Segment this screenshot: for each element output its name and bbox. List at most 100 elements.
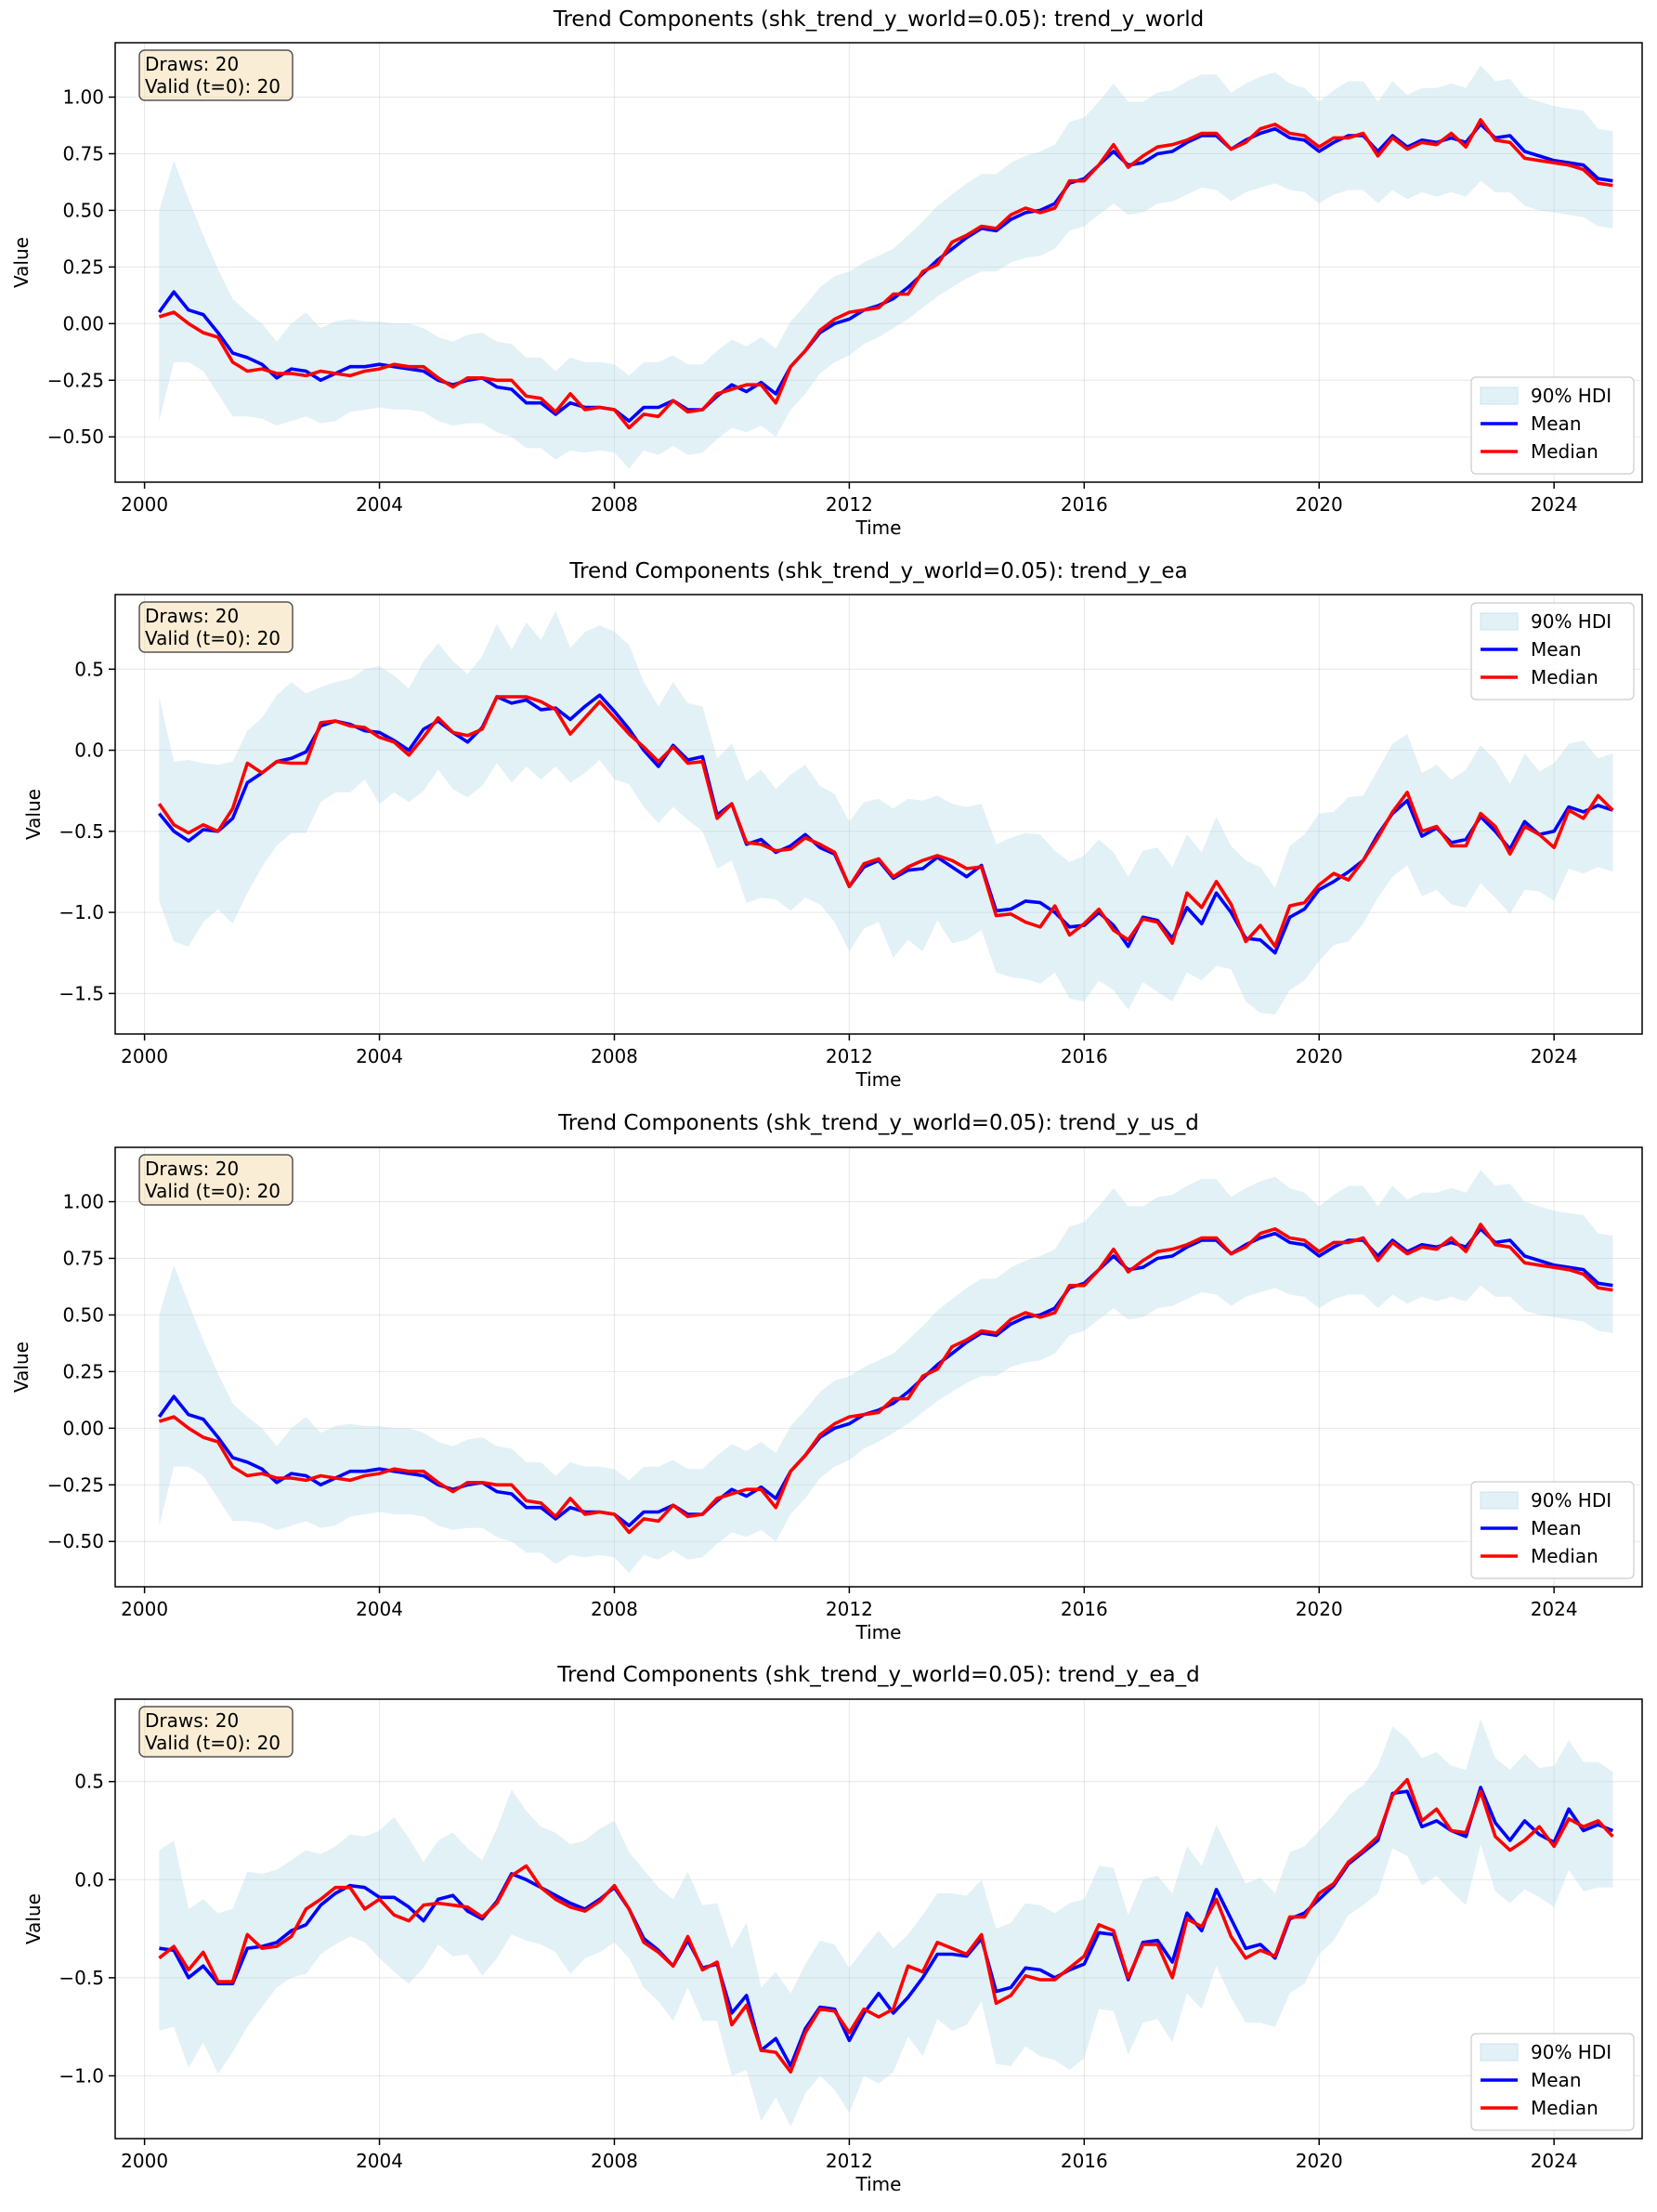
- y-tick-label: 1.00: [62, 86, 104, 109]
- info-box-line: Draws: 20: [145, 53, 239, 75]
- hdi-band: [159, 1719, 1613, 2127]
- series-line-median: [157, 695, 1614, 949]
- chart-panel-2: Trend Components (shk_trend_y_world=0.05…: [22, 559, 1643, 1091]
- x-tick-label: 2000: [121, 1598, 168, 1620]
- y-axis-label: Value: [22, 1893, 45, 1944]
- x-tick-label: 2016: [1061, 493, 1108, 516]
- legend-frame: [1470, 376, 1635, 475]
- series-line-median: [158, 118, 1613, 430]
- chart-panel-3: Trend Components (shk_trend_y_world=0.05…: [10, 1111, 1643, 1643]
- x-tick-label: 2008: [591, 1045, 638, 1067]
- legend-label: Median: [1531, 666, 1598, 688]
- x-axis-label: Time: [855, 1068, 902, 1091]
- legend: 90% HDI Mean Median: [1470, 376, 1635, 475]
- legend-label: Mean: [1531, 2069, 1582, 2091]
- legend-label: Median: [1531, 440, 1598, 463]
- x-tick-label: 2020: [1296, 2150, 1343, 2172]
- x-tick-label: 2024: [1531, 2150, 1578, 2172]
- y-tick-label: 0.00: [62, 1417, 104, 1439]
- info-box-line: Draws: 20: [145, 605, 239, 627]
- x-tick-label: 2020: [1296, 493, 1343, 516]
- x-tick-label: 2012: [826, 1598, 873, 1620]
- chart-panel-1: Trend Components (shk_trend_y_world=0.05…: [10, 7, 1643, 539]
- y-tick-label: −1.5: [59, 982, 104, 1004]
- legend: 90% HDI Mean Median: [1470, 602, 1635, 700]
- info-box-line: Draws: 20: [145, 1158, 239, 1180]
- y-tick-label: 0.75: [62, 142, 104, 164]
- y-tick-label: 0.5: [74, 1771, 104, 1793]
- x-tick-label: 2024: [1531, 493, 1578, 516]
- y-axis-label: Value: [10, 237, 33, 288]
- x-axis-label: Time: [855, 1621, 902, 1643]
- y-tick-label: −0.50: [47, 1530, 104, 1552]
- x-axis-label: Time: [855, 2173, 902, 2195]
- x-tick-label: 2016: [1061, 1598, 1108, 1620]
- legend-swatch-hdi: [1480, 1491, 1519, 1510]
- legend-label: 90% HDI: [1531, 2041, 1611, 2063]
- axes-frame: [114, 594, 1643, 1035]
- x-tick-label: 2000: [121, 2150, 168, 2172]
- x-tick-label: 2004: [356, 493, 403, 516]
- legend-label: 90% HDI: [1531, 1489, 1611, 1512]
- y-tick-label: 0.0: [74, 1868, 104, 1891]
- y-tick-label: 0.0: [74, 740, 104, 762]
- y-tick-label: 0.25: [62, 1360, 104, 1382]
- x-tick-label: 2004: [356, 2150, 403, 2172]
- series-line-median: [158, 1223, 1613, 1535]
- y-tick-label: −1.0: [59, 2064, 104, 2087]
- series-line-mean: [159, 1786, 1614, 2068]
- legend-swatch-hdi: [1480, 612, 1519, 631]
- chart-panel-4: Trend Components (shk_trend_y_world=0.05…: [22, 1663, 1643, 2195]
- legend-frame: [1470, 2033, 1635, 2131]
- legend-label: Median: [1531, 1545, 1598, 1567]
- legend-label: Mean: [1531, 412, 1582, 435]
- x-tick-label: 2004: [356, 1045, 403, 1067]
- hdi-band: [159, 1170, 1613, 1574]
- chart-title: Trend Components (shk_trend_y_world=0.05…: [553, 7, 1204, 32]
- legend-frame: [1470, 602, 1635, 700]
- info-box-line: Valid (t=0): 20: [145, 627, 281, 649]
- info-box-frame: [138, 1706, 294, 1758]
- info-box-line: Valid (t=0): 20: [145, 1732, 281, 1754]
- info-box-line: Valid (t=0): 20: [145, 75, 281, 98]
- x-tick-label: 2020: [1296, 1598, 1343, 1620]
- info-box-line: Draws: 20: [145, 1709, 239, 1732]
- info-box-frame: [138, 1154, 294, 1206]
- y-tick-label: 0.00: [62, 312, 104, 334]
- series-line-median: [158, 1777, 1614, 2074]
- legend-label: Mean: [1531, 638, 1582, 661]
- info-box-frame: [138, 601, 294, 653]
- x-axis-label: Time: [855, 517, 902, 539]
- x-tick-label: 2004: [356, 1598, 403, 1620]
- y-tick-label: 0.75: [62, 1247, 104, 1269]
- x-tick-label: 2012: [826, 2150, 873, 2172]
- y-tick-label: −1.0: [59, 901, 104, 923]
- y-axis-label: Value: [22, 789, 45, 840]
- chart-title: Trend Components (shk_trend_y_world=0.05…: [556, 1663, 1199, 1687]
- hdi-band: [159, 610, 1613, 1015]
- x-tick-label: 2016: [1061, 2150, 1108, 2172]
- legend: 90% HDI Mean Median: [1470, 1481, 1635, 1579]
- y-tick-label: 0.5: [74, 658, 104, 680]
- legend-frame: [1470, 1481, 1635, 1579]
- x-tick-label: 2016: [1061, 1045, 1108, 1067]
- legend-label: Median: [1531, 2097, 1598, 2119]
- axes-frame: [114, 1146, 1643, 1588]
- legend-label: Mean: [1531, 1517, 1582, 1539]
- x-tick-label: 2024: [1531, 1045, 1578, 1067]
- y-tick-label: −0.25: [47, 369, 104, 391]
- axes-frame: [114, 1698, 1643, 2140]
- x-tick-label: 2008: [591, 493, 638, 516]
- y-tick-label: −0.5: [59, 820, 104, 843]
- x-tick-label: 2012: [826, 493, 873, 516]
- y-tick-label: 1.00: [62, 1191, 104, 1213]
- y-tick-label: 0.25: [62, 255, 104, 278]
- y-tick-label: −0.5: [59, 1967, 104, 1989]
- y-tick-label: −0.50: [47, 425, 104, 448]
- legend-label: 90% HDI: [1531, 610, 1611, 633]
- x-tick-label: 2008: [591, 2150, 638, 2172]
